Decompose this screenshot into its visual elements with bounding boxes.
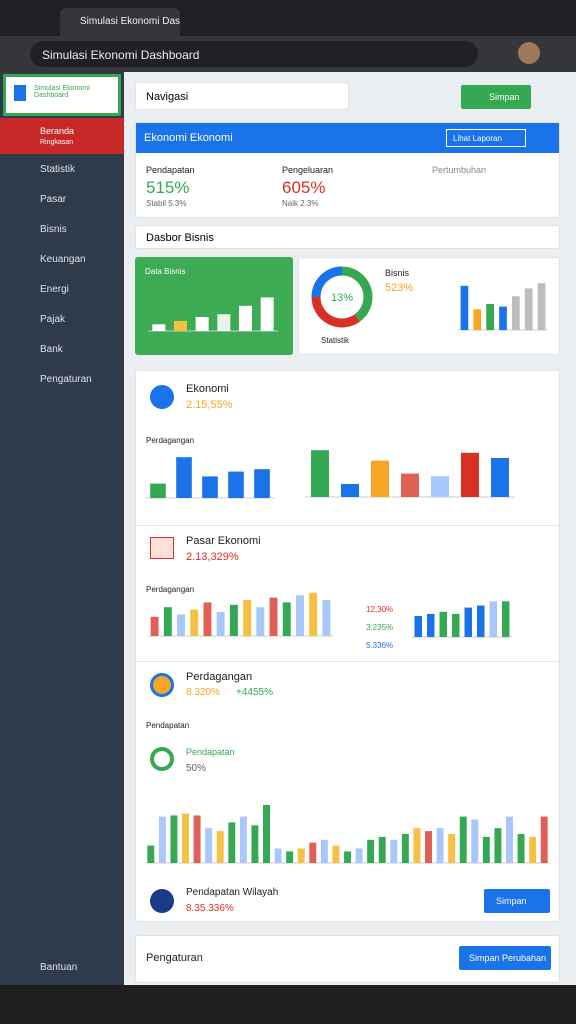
card-title: Perdagangan — [186, 671, 253, 683]
nav-active[interactable]: Beranda Ringkasan — [0, 118, 124, 154]
overview-card: Ekonomi Ekonomi Lihat Laporan Pendapatan… — [135, 122, 560, 218]
legend-value: 523% — [385, 282, 414, 294]
card-title: Pendapatan — [186, 747, 235, 757]
nav-footer[interactable]: Bantuan — [40, 962, 78, 973]
save-button[interactable]: Simpan — [461, 85, 531, 109]
divider — [136, 661, 559, 662]
card-title: Pendapatan Wilayah — [186, 887, 279, 898]
tab-bar: Simulasi Ekonomi Dashboard — [0, 0, 576, 36]
legend-item: 3.235% — [366, 623, 394, 632]
section-title: Dasbor Bisnis — [135, 225, 560, 249]
legend-item: 5.336% — [366, 641, 394, 650]
legend-item: 12,30% — [366, 605, 394, 614]
nav-sub: Ringkasan — [40, 139, 74, 146]
stat-value: 515% — [146, 178, 190, 197]
sidebar: Simulasi Ekonomi Dashboard Beranda Ringkas… — [0, 72, 124, 985]
stat-label: Pengeluaran — [282, 165, 334, 175]
icon — [150, 889, 174, 913]
green-card: Data Bisnis — [135, 257, 293, 355]
card-value: 2.15,55% — [186, 399, 233, 411]
card-title: Ekonomi — [186, 383, 229, 395]
card-value: 8.320% — [186, 687, 220, 698]
bottom-title: Pengaturan — [146, 952, 203, 964]
stat-note: Naik 2.3% — [282, 199, 319, 208]
chart-title: Perdagangan — [146, 436, 195, 445]
chart-title: Pendapatan — [146, 721, 190, 730]
nav-item[interactable]: Pajak — [40, 314, 66, 325]
url[interactable]: Simulasi Ekonomi Dashboard — [30, 41, 478, 67]
card-value: 50% — [186, 763, 207, 774]
nav-item[interactable]: Keuangan — [40, 254, 86, 265]
divider — [136, 525, 559, 526]
card-value: +4455% — [236, 687, 273, 698]
overview-action[interactable]: Lihat Laporan — [446, 129, 526, 147]
logo-title: Simulasi Ekonomi — [34, 85, 90, 92]
nav-item[interactable]: Energi — [40, 284, 69, 295]
stat-note: Stabil 5.3% — [146, 199, 187, 208]
avatar[interactable] — [518, 42, 540, 64]
nav-item[interactable]: Pengaturan — [40, 374, 92, 385]
bottom-card: Pengaturan Simpan Perubahan — [135, 935, 560, 983]
card-value: 2.13,329% — [186, 551, 239, 563]
card-value: 8.35.336% — [186, 903, 234, 914]
card-button[interactable]: Simpan — [484, 889, 550, 913]
legend-title: Bisnis — [385, 268, 410, 278]
taskbar — [0, 985, 576, 1024]
bottom-button[interactable]: Simpan Perubahan — [459, 946, 551, 970]
icon — [150, 747, 174, 771]
card-title: Pasar Ekonomi — [186, 535, 261, 547]
nav-label: Beranda — [40, 126, 75, 136]
address-bar: Simulasi Ekonomi Dashboard — [0, 36, 576, 72]
icon — [150, 385, 174, 409]
chart-title: Perdagangan — [146, 585, 195, 594]
tab[interactable]: Simulasi Ekonomi Dashboard — [60, 8, 180, 36]
nav-item[interactable]: Pasar — [40, 194, 67, 205]
icon — [150, 537, 174, 559]
logo-icon — [14, 85, 26, 101]
icon — [150, 673, 174, 697]
stat-label: Pendapatan — [146, 165, 195, 175]
overview-title: Ekonomi Ekonomi — [136, 123, 559, 153]
nav-item[interactable]: Bisnis — [40, 224, 67, 235]
donut-caption: Statistik — [321, 336, 350, 345]
nav-item[interactable]: Statistik — [40, 164, 76, 175]
detail-card: Ekonomi 2.15,55% Perdagangan Pasar Ekono… — [135, 370, 560, 922]
search[interactable]: Navigasi — [135, 82, 349, 110]
nav-item[interactable]: Bank — [40, 344, 63, 355]
green-card-title: Data Bisnis — [145, 267, 186, 276]
stat-label: Pertumbuhan — [432, 165, 487, 175]
stat-value: 605% — [282, 178, 326, 197]
search-placeholder: Navigasi — [146, 91, 189, 103]
chart-card: Bisnis 523% Statistik — [298, 257, 560, 355]
logo-sub: Dashboard — [34, 92, 69, 99]
